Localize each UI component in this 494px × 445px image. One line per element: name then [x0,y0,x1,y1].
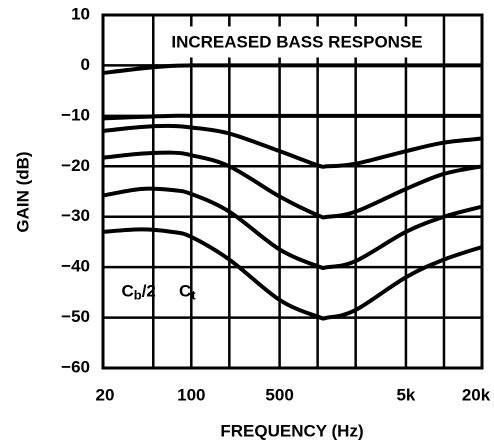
annotation-suffix: /2 [142,282,156,301]
x-tick-label: 20k [462,385,491,404]
y-tick-label: −50 [61,307,90,326]
chart-title: INCREASED BASS RESPONSE [171,32,422,51]
annotation-main: C [121,282,133,301]
y-tick-label: −20 [61,156,90,175]
x-tick-label: 100 [177,385,205,404]
response-curve [102,227,483,321]
y-tick-label: 10 [71,4,90,23]
x-axis-title: FREQUENCY (Hz) [220,421,363,440]
y-tick-label: −60 [61,357,90,376]
y-tick-label: 0 [81,55,90,74]
annotation: Ct [179,282,196,303]
response-curve [102,63,482,75]
annotation: Cb/2 [121,282,155,303]
response-curve [102,150,483,220]
y-tick-label: −10 [61,105,90,124]
plot-frame [101,13,484,370]
annotation-sub: t [191,288,196,303]
annotation-main: C [179,282,191,301]
response-curve [102,123,483,169]
x-tick-label: 5k [396,385,415,404]
x-tick-label: 20 [96,385,115,404]
x-tick-label: 500 [265,385,293,404]
annotation-sub: b [134,288,142,303]
title-box [163,26,431,58]
y-tick-label: −30 [61,206,90,225]
response-curve [102,186,483,271]
response-curve [102,113,482,121]
y-axis-title: GAIN (dB) [13,151,32,232]
y-tick-label: −40 [61,257,90,276]
